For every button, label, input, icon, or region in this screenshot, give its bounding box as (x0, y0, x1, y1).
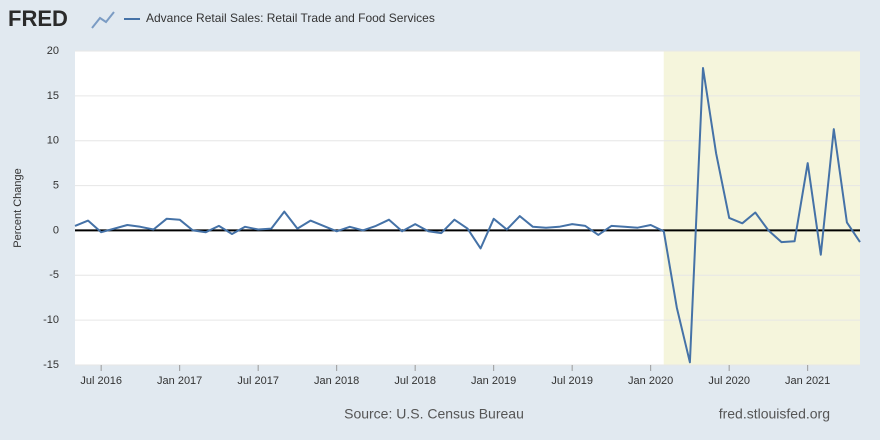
x-tick-label: Jul 2016 (80, 375, 122, 387)
recession-shade (663, 51, 860, 365)
site: fred.stlouisfed.org (719, 406, 830, 422)
x-tick-label: Jan 2020 (628, 375, 673, 387)
x-tick-label: Jan 2017 (157, 375, 202, 387)
y-tick-label: 20 (47, 45, 59, 57)
logo: FRED (8, 6, 68, 31)
x-tick-label: Jul 2019 (551, 375, 593, 387)
y-tick-label: -10 (43, 314, 59, 326)
y-tick-label: -5 (49, 269, 59, 281)
logo-icon (91, 11, 115, 29)
y-tick-label: 0 (53, 224, 59, 236)
y-axis-label: Percent Change (12, 168, 24, 248)
y-tick-label: 10 (47, 135, 59, 147)
x-tick-label: Jan 2018 (314, 375, 359, 387)
x-tick-label: Jan 2021 (785, 375, 830, 387)
y-tick-label: 5 (53, 179, 59, 191)
x-tick-label: Jul 2018 (394, 375, 436, 387)
y-tick-label: -15 (43, 359, 59, 371)
y-tick-label: 15 (47, 90, 59, 102)
x-tick-label: Jul 2020 (708, 375, 750, 387)
series-line (74, 67, 861, 364)
x-tick-label: Jan 2019 (471, 375, 516, 387)
source: Source: U.S. Census Bureau (344, 406, 524, 422)
legend-label: Advance Retail Sales: Retail Trade and F… (146, 11, 435, 25)
x-tick-label: Jul 2017 (237, 375, 279, 387)
